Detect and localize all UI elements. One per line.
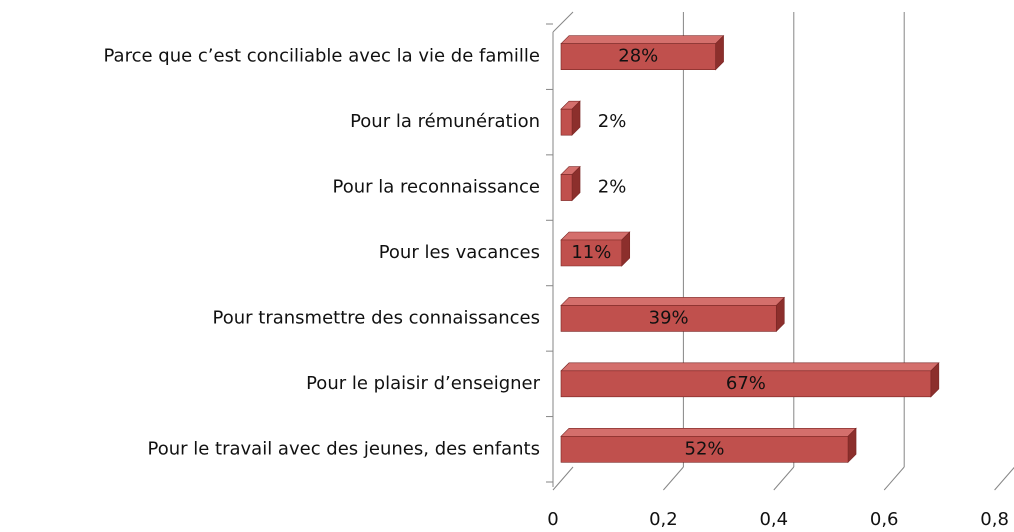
bar [560, 362, 940, 398]
bar-top [560, 362, 940, 372]
floor-line [883, 466, 905, 491]
y-tick-label: Pour transmettre des connaissances [213, 307, 540, 328]
y-tick-label: Pour la rémunération [350, 111, 540, 132]
y-tick-label: Pour le plaisir d’enseigner [306, 373, 541, 394]
floor-line [552, 466, 574, 491]
value-label: 2% [598, 177, 627, 198]
bar-top [560, 231, 631, 241]
bar [560, 427, 857, 464]
bar [560, 296, 786, 333]
value-label: 11% [571, 242, 611, 263]
floor-line [994, 466, 1014, 491]
x-tick-label: 0,4 [759, 509, 788, 530]
x-tick-label: 0 [547, 509, 558, 530]
value-label: 52% [685, 438, 725, 459]
x-tick-label: 0,8 [980, 509, 1009, 530]
bar-top [560, 427, 857, 437]
bar [560, 100, 581, 136]
bar-top [560, 297, 786, 306]
y-tick-label: Pour les vacances [379, 242, 540, 263]
axis-line [552, 11, 574, 33]
bar [560, 231, 631, 267]
value-label: 2% [598, 111, 627, 132]
bar-front [560, 370, 932, 398]
floor-line [663, 466, 684, 491]
bar-top [560, 35, 725, 45]
bar-front [560, 435, 849, 463]
value-label: 39% [649, 307, 689, 328]
y-tick-label: Parce que c’est conciliable avec la vie … [104, 46, 541, 67]
bar-front [560, 108, 573, 136]
value-label: 67% [726, 373, 766, 394]
bar-front [560, 239, 623, 267]
floor-line [773, 466, 795, 491]
bar [560, 34, 725, 71]
bar [560, 165, 581, 202]
value-label: 28% [618, 46, 658, 67]
bar-front [560, 43, 716, 71]
y-tick-label: Pour la reconnaissance [332, 177, 540, 198]
bar-front [560, 174, 573, 201]
x-tick-label: 0,2 [649, 509, 678, 530]
bar-front [560, 305, 777, 332]
x-tick-label: 0,6 [870, 509, 899, 530]
y-tick-label: Pour le travail avec des jeunes, des enf… [147, 438, 540, 459]
